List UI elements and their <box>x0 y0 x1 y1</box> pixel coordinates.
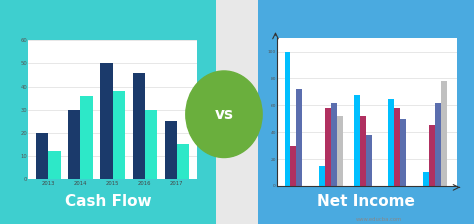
Text: www.educba.com: www.educba.com <box>356 217 402 222</box>
Bar <box>284 52 291 186</box>
Bar <box>389 99 394 186</box>
Bar <box>423 172 429 186</box>
Bar <box>319 166 325 186</box>
Text: Net Income: Net Income <box>317 194 415 209</box>
Bar <box>68 110 81 179</box>
Bar <box>291 146 296 186</box>
Bar <box>435 103 441 186</box>
Bar <box>81 96 92 179</box>
Bar <box>429 125 435 186</box>
Bar <box>164 121 177 179</box>
Bar <box>365 135 372 186</box>
Bar <box>296 89 302 186</box>
Bar <box>48 151 61 179</box>
Circle shape <box>186 71 262 157</box>
Bar <box>145 110 157 179</box>
Text: vs: vs <box>214 107 234 122</box>
Bar <box>325 108 331 186</box>
Bar <box>394 108 400 186</box>
Bar <box>337 116 343 186</box>
Bar <box>100 63 112 179</box>
Bar <box>112 91 125 179</box>
Bar <box>331 103 337 186</box>
Bar <box>354 95 360 186</box>
Bar <box>133 73 145 179</box>
Bar <box>177 144 189 179</box>
Text: Cash Flow: Cash Flow <box>64 194 151 209</box>
Bar <box>400 119 406 186</box>
Bar <box>36 133 48 179</box>
Bar <box>360 116 365 186</box>
Bar <box>441 81 447 186</box>
